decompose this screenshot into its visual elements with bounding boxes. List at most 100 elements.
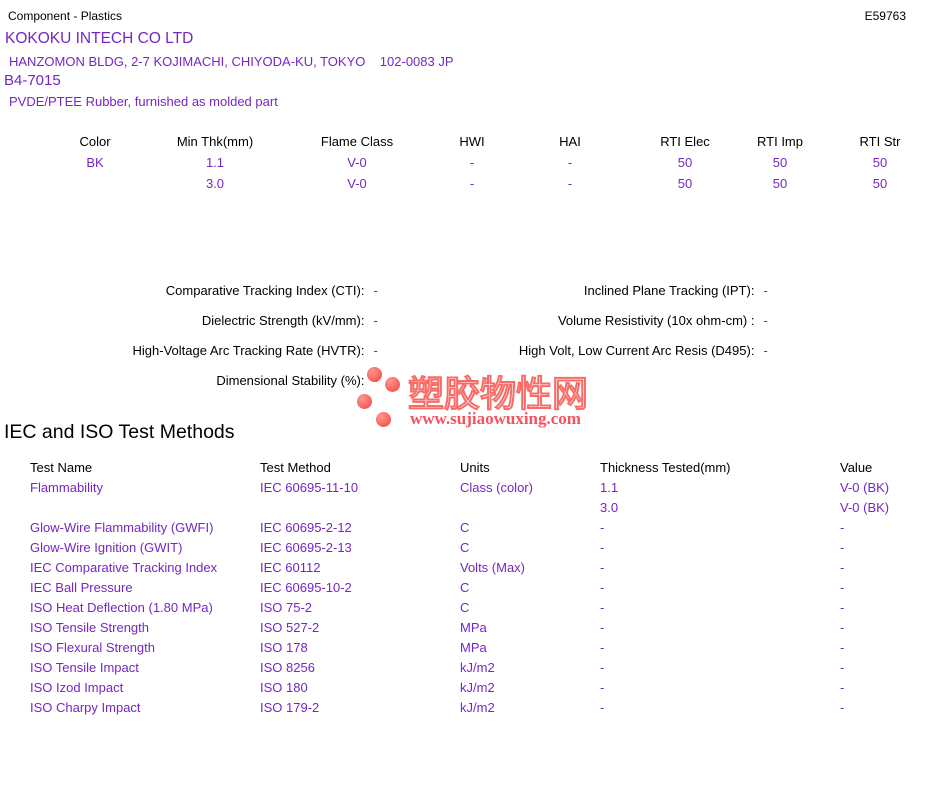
ratings-cell: 50 [772, 176, 788, 191]
methods-row: ISO Tensile Strength ISO 527-2 MPa - - [30, 618, 950, 638]
ratings-row: BK 1.1 V-0 - - 50 50 50 [30, 152, 930, 173]
methods-cell: MPa [460, 640, 487, 655]
ratings-cell: - [469, 155, 475, 170]
methods-cell: - [600, 620, 605, 635]
property-label: Inclined Plane Tracking (IPT): [583, 283, 755, 298]
methods-cell: Class (color) [460, 480, 533, 495]
watermark-site-name: 塑胶物性网 [407, 373, 589, 414]
methods-header-cell: Thickness Tested(mm) [600, 460, 731, 475]
ratings-cell: - [567, 155, 573, 170]
methods-row: ISO Tensile Impact ISO 8256 kJ/m2 - - [30, 658, 950, 678]
ratings-header-cell: Color [79, 134, 111, 149]
property-value: - [373, 343, 378, 358]
methods-row: Glow-Wire Ignition (GWIT) IEC 60695-2-13 C… [30, 538, 950, 558]
flame-ratings-table: Color Min Thk(mm) Flame Class HWI HAI RTI Ele… [30, 131, 930, 194]
methods-cell: ISO 178 [260, 640, 308, 655]
methods-cell: - [600, 660, 605, 675]
methods-cell: - [840, 660, 845, 675]
methods-cell: - [600, 640, 605, 655]
methods-cell: ISO Tensile Impact [30, 660, 139, 675]
methods-cell: C [460, 600, 470, 615]
property-row-dielectric-strength: Dielectric Strength (kV/mm): - [0, 298, 950, 343]
property-value: - [763, 313, 768, 328]
watermark-site-url: www.sujiaowuxing.com [410, 409, 581, 428]
company-address: HANZOMON BLDG, 2-7 KOJIMACHI, CHIYODA-KU… [9, 54, 454, 69]
ratings-cell: 50 [872, 176, 888, 191]
methods-header-cell: Value [840, 460, 873, 475]
property-row-cti: Comparative Tracking Index (CTI): - [0, 268, 950, 313]
ratings-cell [30, 173, 160, 194]
methods-cell: ISO 8256 [260, 660, 315, 675]
methods-cell: 3.0 [600, 500, 619, 515]
methods-cell: - [600, 520, 605, 535]
property-label: High Volt, Low Current Arc Resis (D495): [518, 343, 755, 358]
ratings-header-cell: Flame Class [320, 134, 394, 149]
test-methods-table: Test Name Test Method Units Thickness Teste… [30, 458, 950, 718]
methods-cell: - [600, 600, 605, 615]
methods-cell: - [840, 680, 845, 695]
methods-cell: - [600, 580, 605, 595]
ratings-header-cell: Min Thk(mm) [176, 134, 254, 149]
methods-cell: ISO Izod Impact [30, 680, 124, 695]
company-name: KOKOKU INTECH CO LTD [5, 30, 194, 47]
methods-cell: IEC 60695-11-10 [260, 480, 359, 495]
methods-cell: kJ/m2 [460, 700, 495, 715]
property-label: Dimensional Stability (%): [216, 373, 365, 388]
methods-cell: MPa [460, 620, 487, 635]
methods-header-row: Test Name Test Method Units Thickness Teste… [30, 458, 950, 478]
ratings-cell: 1.1 [205, 155, 225, 170]
ratings-cell: BK [86, 155, 104, 170]
methods-cell: V-0 (BK) [840, 500, 890, 515]
document-type-label: Component - Plastics [8, 9, 123, 23]
methods-cell: ISO Tensile Strength [30, 620, 149, 635]
watermark-dot-icon [376, 412, 391, 427]
property-label: Volume Resistivity (10x ohm-cm) : [557, 313, 755, 328]
material-description: PVDE/PTEE Rubber, furnished as molded pa… [9, 94, 278, 109]
methods-cell: - [600, 680, 605, 695]
methods-cell: ISO Charpy Impact [30, 700, 141, 715]
methods-cell: Glow-Wire Flammability (GWFI) [30, 520, 214, 535]
methods-cell: ISO 75-2 [260, 600, 313, 615]
methods-cell: kJ/m2 [460, 680, 495, 695]
ratings-cell: 3.0 [205, 176, 225, 191]
ratings-cell: 50 [677, 176, 693, 191]
property-label: High-Voltage Arc Tracking Rate (HVTR): [132, 343, 365, 358]
watermark-dot-icon [367, 367, 382, 382]
ratings-header-cell: RTI Elec [660, 134, 710, 149]
methods-cell: - [840, 540, 845, 555]
methods-cell: - [840, 580, 845, 595]
methods-cell [460, 498, 600, 518]
methods-row: Flammability IEC 60695-11-10 Class (color)… [30, 478, 950, 498]
methods-cell: IEC 60695-10-2 [260, 580, 352, 595]
methods-row: ISO Flexural Strength ISO 178 MPa - - [30, 638, 950, 658]
methods-cell: Volts (Max) [460, 560, 526, 575]
methods-header-cell: Units [460, 460, 490, 475]
ratings-header-cell: RTI Imp [757, 134, 803, 149]
methods-cell: C [460, 540, 470, 555]
methods-cell: Flammability [30, 480, 103, 495]
methods-header-cell: Test Name [30, 460, 93, 475]
methods-cell: kJ/m2 [460, 660, 495, 675]
methods-row: ISO Charpy Impact ISO 179-2 kJ/m2 - - [30, 698, 950, 718]
methods-cell: ISO 180 [260, 680, 308, 695]
property-value: - [373, 283, 378, 298]
methods-cell: IEC 60112 [260, 560, 321, 575]
watermark-dot-icon [357, 394, 372, 409]
ratings-cell: V-0 [347, 176, 367, 191]
methods-cell: Glow-Wire Ignition (GWIT) [30, 540, 183, 555]
methods-row: IEC Comparative Tracking Index IEC 60112 V… [30, 558, 950, 578]
ratings-cell: - [469, 176, 475, 191]
methods-row: IEC Ball Pressure IEC 60695-10-2 C - - [30, 578, 950, 598]
ratings-header-row: Color Min Thk(mm) Flame Class HWI HAI RTI Ele… [30, 131, 930, 152]
methods-cell: - [600, 540, 605, 555]
ratings-cell: V-0 [347, 155, 367, 170]
methods-cell: ISO Flexural Strength [30, 640, 155, 655]
methods-cell: C [460, 580, 470, 595]
methods-cell: - [840, 520, 845, 535]
file-number: E59763 [864, 9, 906, 23]
methods-cell: - [840, 620, 845, 635]
methods-cell: V-0 (BK) [840, 480, 890, 495]
methods-cell: - [840, 700, 845, 715]
methods-cell [260, 498, 460, 518]
methods-cell: IEC Comparative Tracking Index [30, 560, 218, 575]
